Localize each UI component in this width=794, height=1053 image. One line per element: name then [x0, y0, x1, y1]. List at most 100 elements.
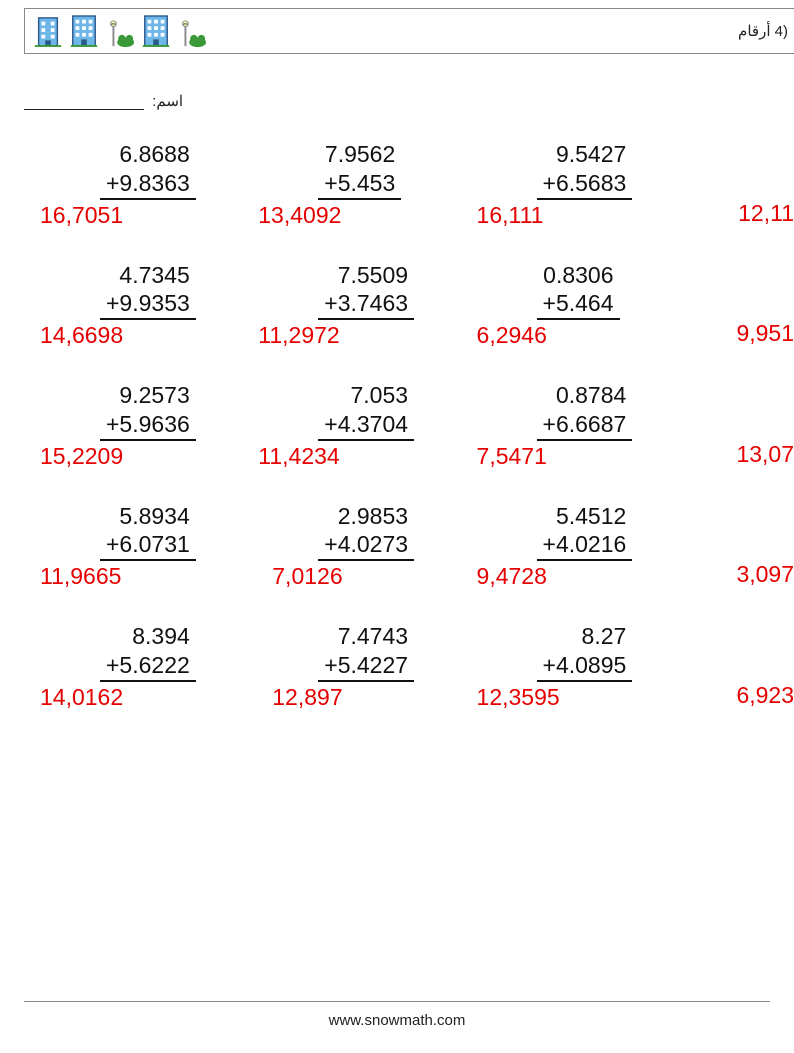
problem: 5.8934+6.073111,9665: [40, 502, 258, 591]
building-icon: [69, 14, 99, 48]
answer: 7,5471: [477, 443, 695, 470]
problem: 9,951: [695, 261, 794, 350]
operand-1: 2.9853: [318, 502, 414, 531]
header-title: (4 أرقام: [738, 22, 788, 40]
operand-2: +4.3704: [318, 410, 414, 441]
answer: 3,097: [695, 561, 794, 588]
operand-2: +9.8363: [100, 169, 196, 200]
problem: 13,07: [695, 381, 794, 470]
answer: 7,0126: [258, 563, 476, 590]
answer: 15,2209: [40, 443, 258, 470]
answer: 11,4234: [258, 443, 476, 470]
problem-row: 6.8688+9.836316,70517.9562+5.45313,40929…: [40, 140, 794, 229]
operand-1: 4.7345: [100, 261, 196, 290]
problem-row: 8.394+5.622214,01627.4743+5.422712,8978.…: [40, 622, 794, 711]
problem: 0.8784+6.66877,5471: [477, 381, 695, 470]
footer-url: www.snowmath.com: [24, 1001, 770, 1029]
problem-stack: [715, 502, 733, 560]
problem: 7.4743+5.422712,897: [258, 622, 476, 711]
name-label: اسم:: [152, 93, 183, 110]
operand-1: 7.9562: [318, 140, 401, 169]
operand-1: 7.4743: [318, 622, 414, 651]
answer: 11,2972: [258, 322, 476, 349]
problem: 7.9562+5.45313,4092: [258, 140, 476, 229]
operand-1: 6.8688: [100, 140, 196, 169]
problem-stack: 4.7345+9.9353: [100, 261, 196, 321]
operand-2: +5.4227: [318, 651, 414, 682]
problem-stack: [715, 261, 733, 319]
header-bar: (4 أرقام: [24, 8, 794, 54]
answer: 9,4728: [477, 563, 695, 590]
operand-2: +6.6687: [537, 410, 633, 441]
problem: 2.9853+4.02737,0126: [258, 502, 476, 591]
problem-grid: 6.8688+9.836316,70517.9562+5.45313,40929…: [40, 140, 794, 743]
problem: 4.7345+9.935314,6698: [40, 261, 258, 350]
building-icon: [141, 14, 171, 48]
building-icon: [33, 14, 63, 48]
problem-stack: 7.9562+5.453: [318, 140, 401, 200]
problem-stack: 6.8688+9.8363: [100, 140, 196, 200]
operand-1: 8.27: [537, 622, 633, 651]
answer: 14,0162: [40, 684, 258, 711]
answer: 16,7051: [40, 202, 258, 229]
problem-stack: 7.053+4.3704: [318, 381, 414, 441]
answer: 9,951: [695, 320, 794, 347]
problem-stack: 7.5509+3.7463: [318, 261, 414, 321]
operand-2: +4.0895: [537, 651, 633, 682]
problem: 6.8688+9.836316,7051: [40, 140, 258, 229]
problem: 7.053+4.370411,4234: [258, 381, 476, 470]
operand-2: +6.5683: [537, 169, 633, 200]
answer: 12,3595: [477, 684, 695, 711]
operand-1: 9.5427: [537, 140, 633, 169]
answer: 13,07: [695, 441, 794, 468]
answer: 14,6698: [40, 322, 258, 349]
operand-1: 7.5509: [318, 261, 414, 290]
answer: 6,2946: [477, 322, 695, 349]
operand-2: +5.6222: [100, 651, 196, 682]
problem: 8.394+5.622214,0162: [40, 622, 258, 711]
operand-2: +3.7463: [318, 289, 414, 320]
operand-1: 0.8306: [537, 261, 620, 290]
problem-stack: 8.27+4.0895: [537, 622, 633, 682]
operand-2: +6.0731: [100, 530, 196, 561]
operand-2: +5.464: [537, 289, 620, 320]
problem-stack: 0.8784+6.6687: [537, 381, 633, 441]
lamp-tree-icon: [177, 18, 207, 48]
problem: 7.5509+3.746311,2972: [258, 261, 476, 350]
problem-stack: [715, 140, 733, 198]
problem-stack: 8.394+5.6222: [100, 622, 196, 682]
answer: 12,897: [258, 684, 476, 711]
problem-stack: [715, 622, 733, 680]
operand-2: +5.9636: [100, 410, 196, 441]
operand-1: 7.053: [318, 381, 414, 410]
problem: 6,923: [695, 622, 794, 711]
operand-1: 0.8784: [537, 381, 633, 410]
problem-stack: [715, 381, 733, 439]
operand-1: 5.4512: [537, 502, 633, 531]
operand-2: +4.0216: [537, 530, 633, 561]
problem-stack: 0.8306+5.464: [537, 261, 620, 321]
problem-stack: 7.4743+5.4227: [318, 622, 414, 682]
problem: 9.5427+6.568316,111: [477, 140, 695, 229]
answer: 6,923: [695, 682, 794, 709]
operand-1: 9.2573: [100, 381, 196, 410]
problem: 3,097: [695, 502, 794, 591]
problem: 5.4512+4.02169,4728: [477, 502, 695, 591]
operand-2: +9.9353: [100, 289, 196, 320]
name-blank[interactable]: [24, 95, 144, 110]
operand-1: 8.394: [100, 622, 196, 651]
problem: 12,11: [695, 140, 794, 229]
problem-stack: 9.2573+5.9636: [100, 381, 196, 441]
answer: 12,11: [695, 200, 794, 227]
answer: 16,111: [477, 202, 695, 229]
answer: 13,4092: [258, 202, 476, 229]
header-icons: [33, 14, 207, 48]
problem-stack: 5.4512+4.0216: [537, 502, 633, 562]
operand-2: +5.453: [318, 169, 401, 200]
problem: 8.27+4.089512,3595: [477, 622, 695, 711]
operand-2: +4.0273: [318, 530, 414, 561]
problem-row: 5.8934+6.073111,96652.9853+4.02737,01265…: [40, 502, 794, 591]
problem: 0.8306+5.4646,2946: [477, 261, 695, 350]
answer: 11,9665: [40, 563, 258, 590]
problem-row: 4.7345+9.935314,66987.5509+3.746311,2972…: [40, 261, 794, 350]
